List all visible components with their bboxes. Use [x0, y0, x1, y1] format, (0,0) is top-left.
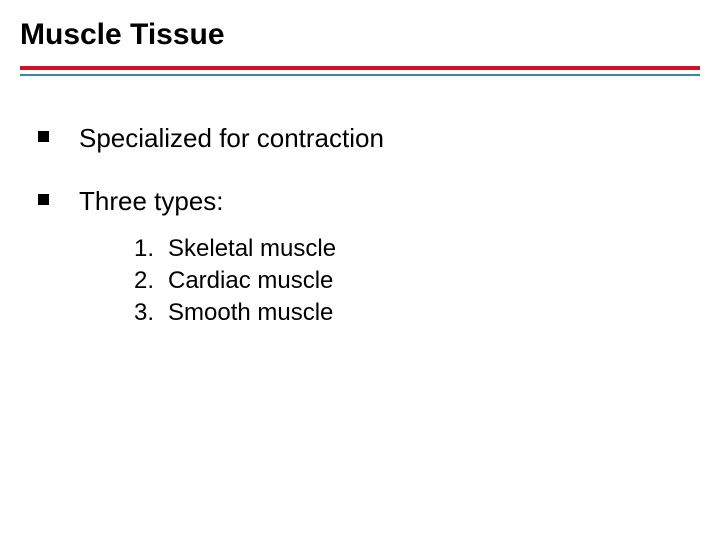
square-bullet-icon	[38, 131, 49, 142]
list-text: Skeletal muscle	[168, 235, 336, 263]
list-text: Cardiac muscle	[168, 267, 333, 295]
list-text: Smooth muscle	[168, 299, 333, 327]
list-number: 3.	[134, 299, 168, 327]
bullet-text: Specialized for contraction	[79, 122, 384, 155]
slide: Muscle Tissue Specialized for contractio…	[0, 0, 720, 540]
list-number: 1.	[134, 235, 168, 263]
list-item: 3. Smooth muscle	[134, 299, 700, 327]
square-bullet-icon	[38, 194, 49, 205]
bullet-text: Three types:	[79, 185, 224, 218]
list-item: 1. Skeletal muscle	[134, 235, 700, 263]
list-number: 2.	[134, 267, 168, 295]
slide-body: Specialized for contraction Three types:…	[20, 76, 700, 327]
bullet-item: Specialized for contraction	[38, 122, 700, 155]
slide-title: Muscle Tissue	[20, 18, 700, 52]
title-rule	[20, 66, 700, 76]
bullet-item: Three types:	[38, 185, 700, 218]
numbered-list: 1. Skeletal muscle 2. Cardiac muscle 3. …	[38, 235, 700, 327]
list-item: 2. Cardiac muscle	[134, 267, 700, 295]
